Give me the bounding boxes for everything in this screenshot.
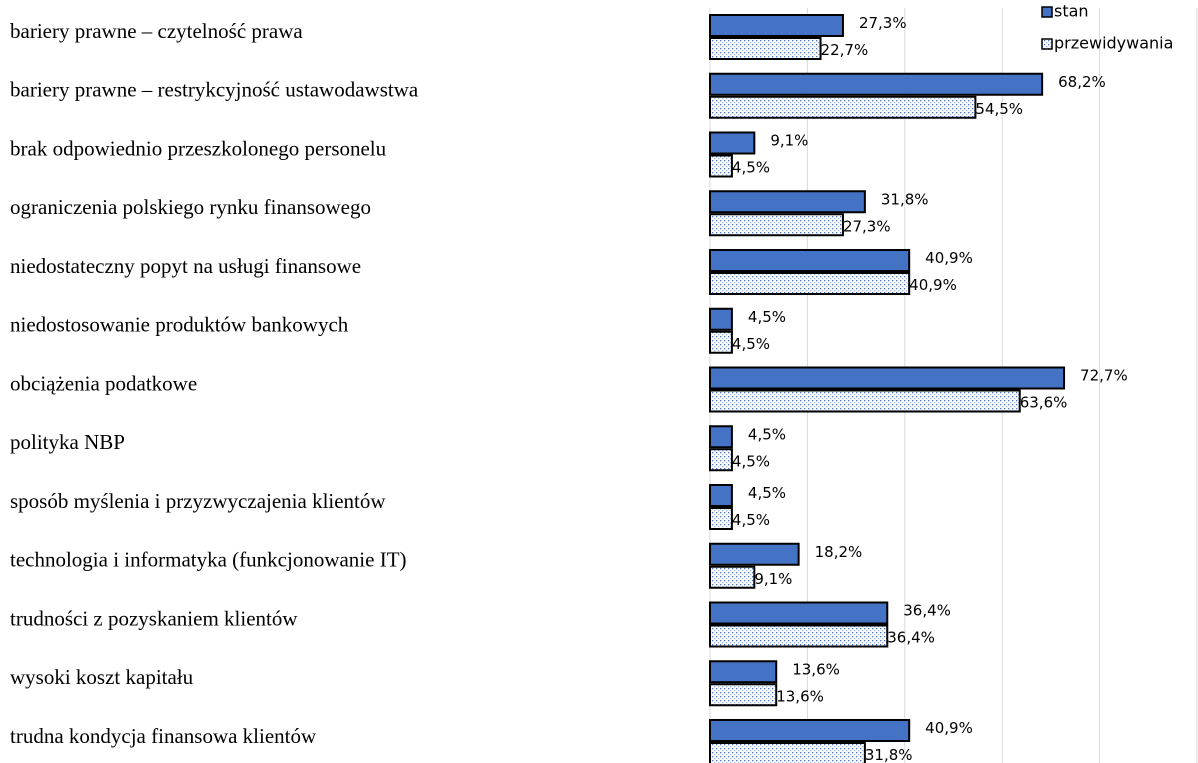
legend-label: stan bbox=[1054, 2, 1089, 21]
value-label: 31,8% bbox=[881, 190, 929, 208]
bar bbox=[709, 307, 733, 331]
bar bbox=[709, 154, 733, 178]
value-label: 9,1% bbox=[754, 570, 792, 588]
bar bbox=[709, 484, 733, 507]
bar bbox=[709, 14, 844, 37]
bar bbox=[709, 330, 733, 354]
value-label: 54,5% bbox=[975, 100, 1023, 118]
category-label: wysoki koszt kapitału bbox=[10, 665, 194, 689]
category-label: sposób myślenia i przyzwyczajenia klient… bbox=[10, 489, 386, 513]
bar bbox=[709, 660, 778, 684]
value-label: 4,5% bbox=[732, 159, 770, 177]
value-label: 4,5% bbox=[732, 335, 770, 353]
value-label: 4,5% bbox=[748, 484, 786, 502]
bar bbox=[709, 507, 733, 530]
value-label: 22,7% bbox=[821, 41, 869, 59]
bar bbox=[709, 565, 756, 589]
value-label: 4,5% bbox=[748, 308, 786, 326]
value-label: 40,9% bbox=[925, 249, 973, 267]
value-label: 72,7% bbox=[1080, 367, 1128, 385]
category-label: technologia i informatyka (funkcjonowani… bbox=[10, 548, 407, 572]
bar bbox=[709, 131, 756, 155]
legend-swatch bbox=[1041, 38, 1053, 50]
value-label: 4,5% bbox=[732, 511, 770, 529]
bar bbox=[709, 272, 911, 295]
bar bbox=[709, 249, 911, 272]
category-label: niedostateczny popyt na usługi finansowe bbox=[10, 254, 361, 278]
category-label: bariery prawne – restrykcyjność ustawoda… bbox=[10, 78, 419, 102]
category-label: polityka NBP bbox=[10, 430, 125, 454]
value-label: 27,3% bbox=[843, 217, 891, 235]
value-label: 18,2% bbox=[815, 543, 863, 561]
category-label: trudna kondycja finansowa klientów bbox=[10, 724, 317, 748]
value-label: 36,4% bbox=[887, 629, 935, 647]
category-label: niedostosowanie produktów bankowych bbox=[10, 313, 349, 337]
category-label: bariery prawne – czytelność prawa bbox=[10, 19, 303, 43]
bar bbox=[709, 72, 1044, 96]
category-label: ograniczenia polskiego rynku finansowego bbox=[10, 195, 371, 219]
category-label: trudności z pozyskaniem klientów bbox=[10, 606, 298, 630]
category-label: brak odpowiednio przeszkolonego personel… bbox=[10, 136, 387, 160]
value-label: 27,3% bbox=[859, 14, 907, 32]
bar bbox=[709, 742, 866, 763]
legend-swatch bbox=[1041, 6, 1053, 18]
value-label: 68,2% bbox=[1058, 73, 1106, 91]
bar bbox=[709, 389, 1021, 413]
bar bbox=[709, 624, 889, 648]
bar bbox=[709, 190, 866, 214]
value-label: 31,8% bbox=[865, 746, 913, 763]
bar bbox=[709, 213, 844, 237]
value-label: 13,6% bbox=[776, 687, 824, 705]
value-label: 4,5% bbox=[732, 452, 770, 470]
value-label: 40,9% bbox=[909, 276, 957, 294]
bar bbox=[709, 542, 800, 566]
category-label: obciążenia podatkowe bbox=[10, 371, 197, 395]
value-label: 4,5% bbox=[748, 425, 786, 443]
value-label: 13,6% bbox=[792, 660, 840, 678]
bar bbox=[709, 719, 911, 742]
bar bbox=[709, 425, 733, 449]
value-label: 40,9% bbox=[925, 719, 973, 737]
value-label: 36,4% bbox=[903, 602, 951, 620]
bar bbox=[709, 683, 778, 707]
bar bbox=[709, 95, 977, 119]
bar bbox=[709, 37, 822, 60]
bar bbox=[709, 601, 889, 625]
bar bbox=[709, 366, 1066, 390]
value-label: 63,6% bbox=[1020, 394, 1068, 412]
bar bbox=[709, 448, 733, 472]
legend-label: przewidywania bbox=[1054, 34, 1173, 53]
value-label: 9,1% bbox=[770, 132, 808, 150]
